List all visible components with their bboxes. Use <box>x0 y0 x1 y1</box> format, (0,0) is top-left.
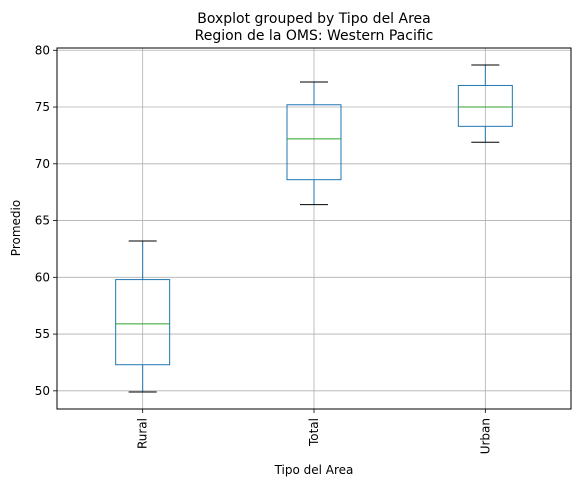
chart-title: Boxplot grouped by Tipo del Area <box>197 11 431 27</box>
x-tick-label: Urban <box>478 418 492 454</box>
box-urban <box>457 64 513 143</box>
y-tick-label: 75 <box>35 100 50 114</box>
axis-ticks: 50 55 60 65 70 75 80 Rural Total Urban <box>35 43 493 454</box>
x-tick-label: Rural <box>136 418 150 449</box>
box-iqr <box>457 84 513 127</box>
boxes <box>115 64 513 393</box>
y-tick-label: 80 <box>35 43 50 57</box>
x-axis-label: Tipo del Area <box>274 463 354 477</box>
x-tick-label: Total <box>307 418 321 447</box>
chart-subtitle: Region de la OMS: Western Pacific <box>195 28 434 44</box>
box-iqr <box>286 104 342 181</box>
y-tick-label: 50 <box>35 384 50 398</box>
y-tick-label: 60 <box>35 270 50 284</box>
box-total <box>286 81 342 206</box>
y-tick-label: 55 <box>35 327 50 341</box>
y-tick-label: 70 <box>35 157 50 171</box>
y-axis-label: Promedio <box>9 200 23 256</box>
box-rural <box>115 240 171 393</box>
y-tick-label: 65 <box>35 214 50 228</box>
box-iqr <box>115 279 171 366</box>
